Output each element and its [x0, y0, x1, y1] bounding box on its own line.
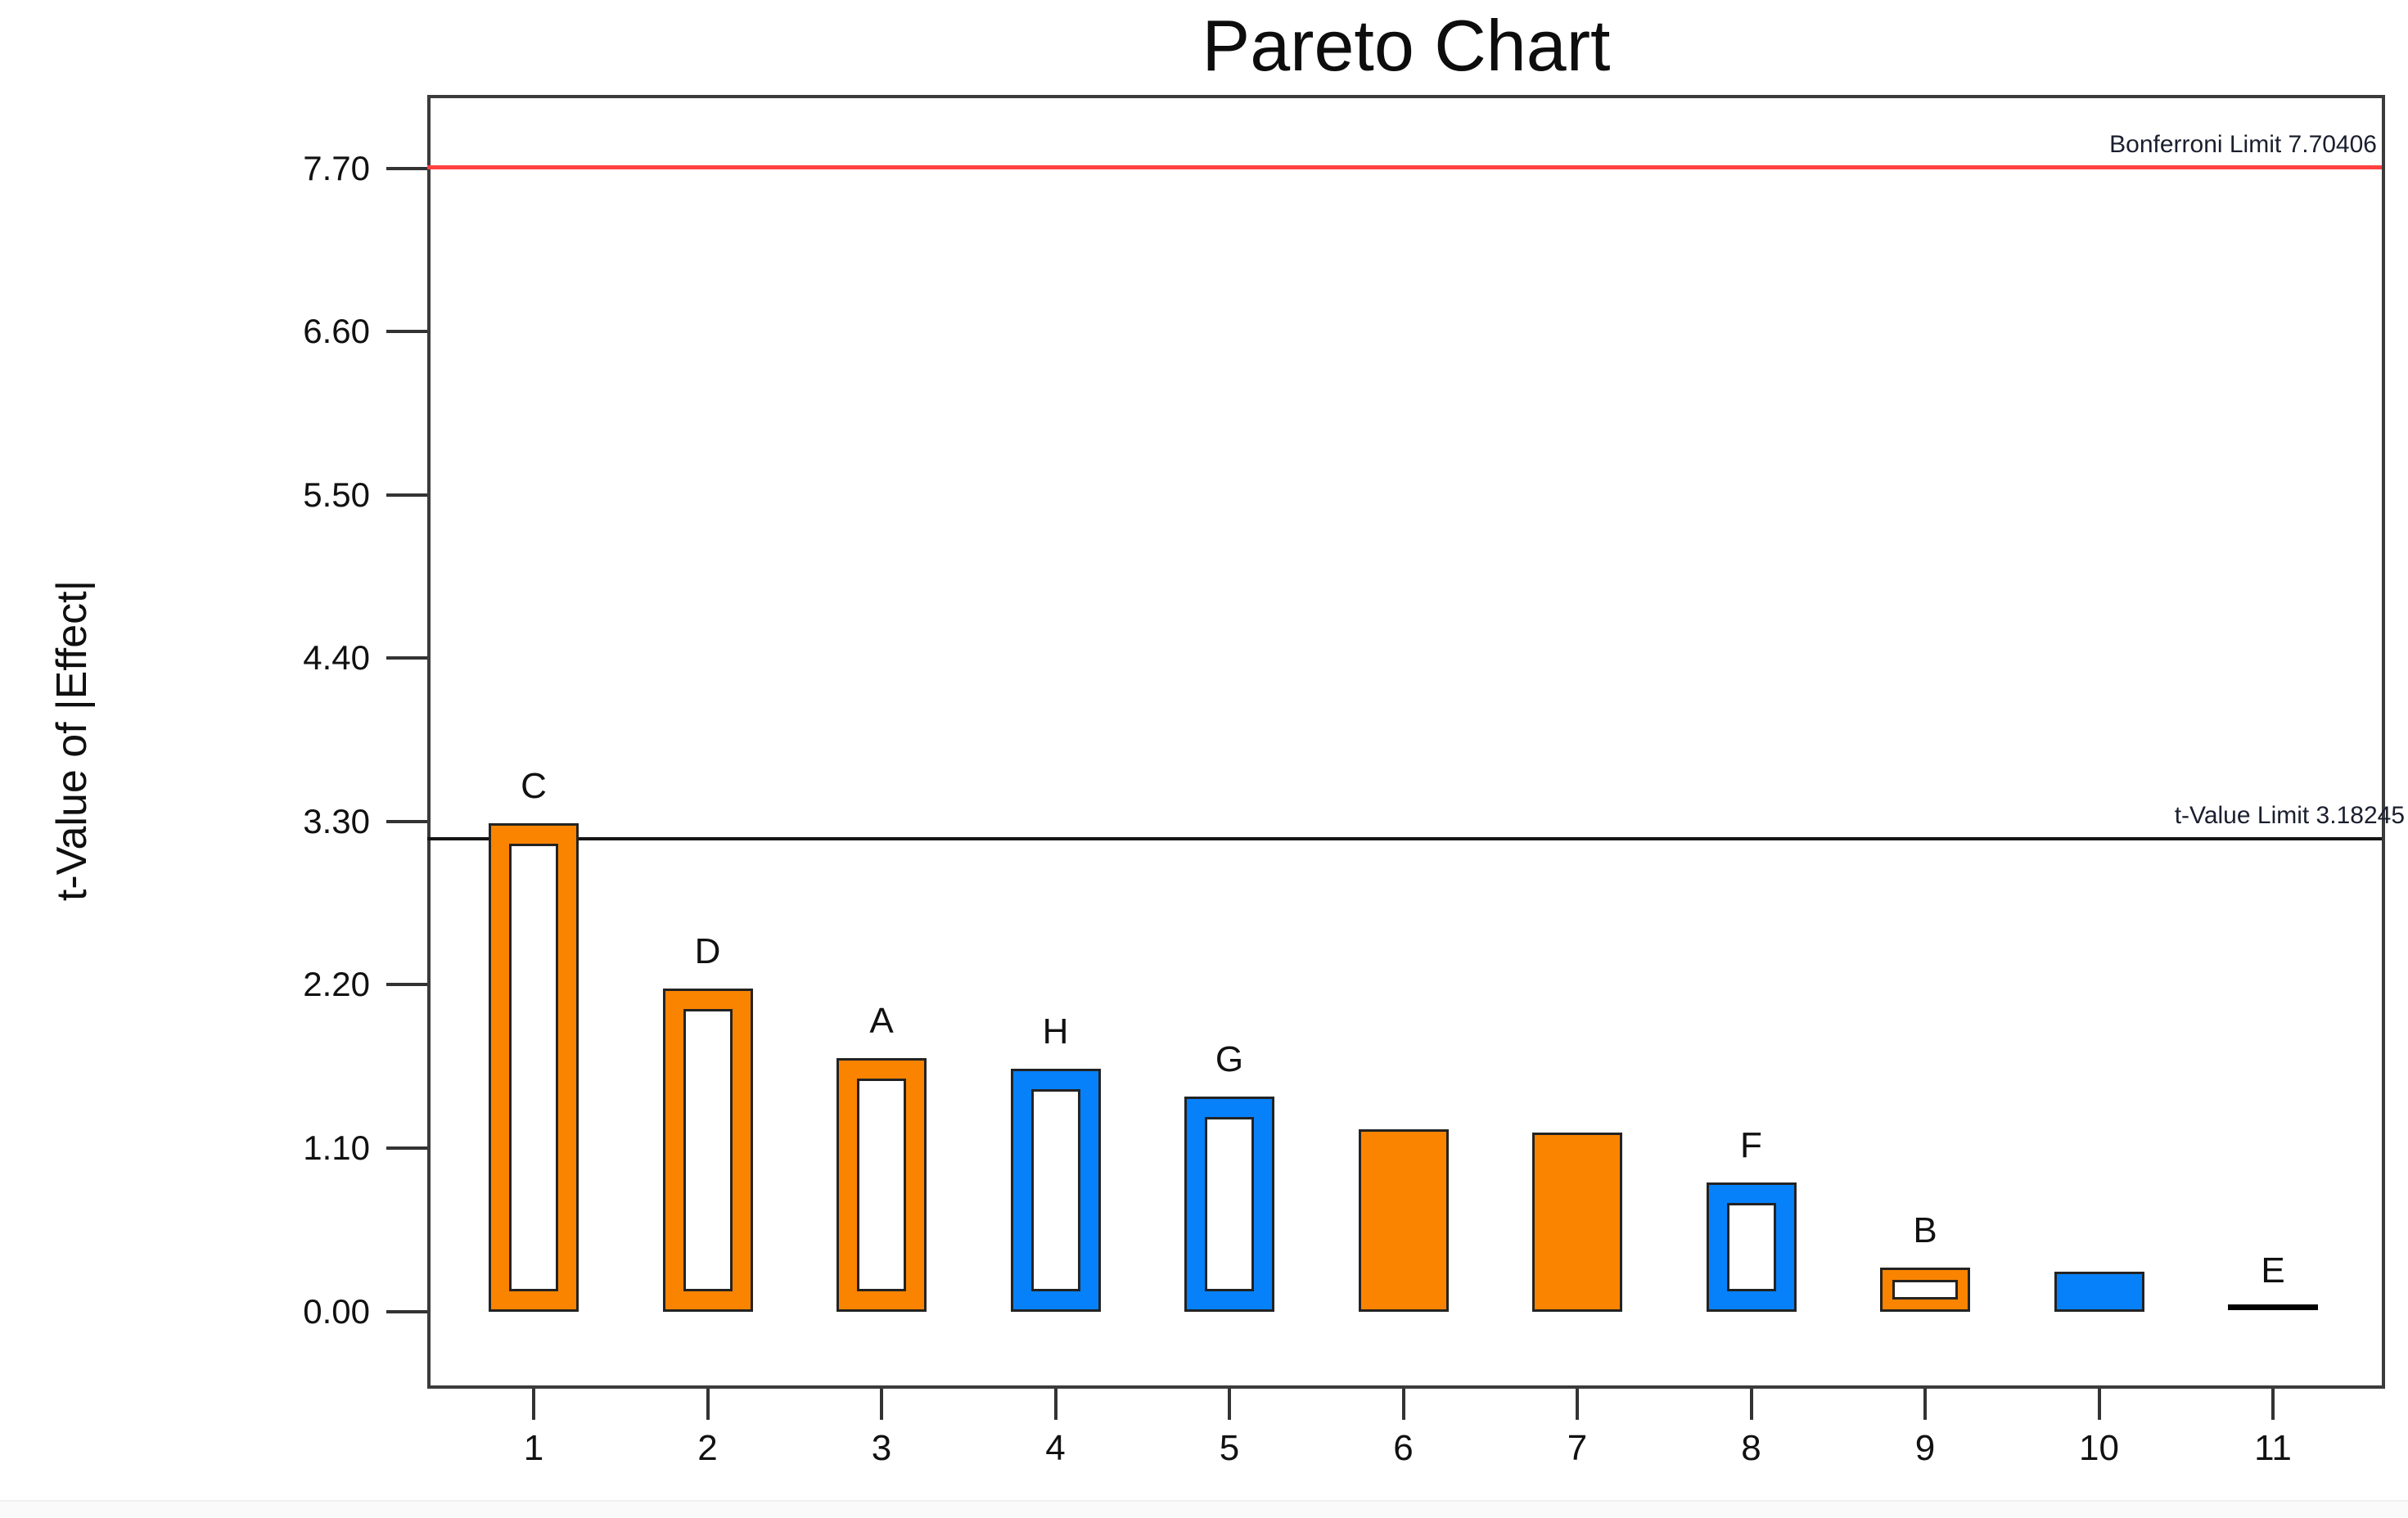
x-tick [706, 1385, 710, 1420]
bar-label: F [1740, 1124, 1762, 1165]
x-tick-label: 9 [1914, 1428, 1936, 1468]
x-tick-label: 6 [1393, 1428, 1414, 1468]
y-tick-label: 3.30 [303, 801, 370, 840]
bar-hollow-center [1030, 1088, 1080, 1291]
bottom-edge-strip [0, 1500, 2408, 1518]
x-tick-label: 2 [697, 1428, 718, 1468]
pareto-bar-C[interactable] [489, 822, 579, 1312]
y-tick-label: 2.20 [303, 965, 370, 1004]
bar-hollow-center [509, 843, 558, 1291]
bar-label: H [1042, 1011, 1069, 1052]
bar-label: B [1913, 1209, 1937, 1250]
x-tick-label: 8 [1741, 1428, 1761, 1468]
bar-hollow-center [1726, 1202, 1776, 1291]
pareto-bar-A[interactable] [836, 1057, 927, 1312]
x-tick [1053, 1385, 1057, 1420]
y-tick-label: 4.40 [303, 638, 370, 678]
t-value-limit-line [427, 837, 2382, 841]
bar-label: E [2261, 1250, 2285, 1291]
y-tick [386, 330, 427, 334]
bar-hollow-center [857, 1078, 906, 1291]
x-tick [1576, 1385, 1579, 1420]
x-tick [1923, 1385, 1927, 1420]
y-tick-label: 5.50 [303, 475, 370, 514]
pareto-bar-D[interactable] [662, 988, 753, 1312]
y-tick-label: 6.60 [303, 312, 370, 351]
y-tick [386, 983, 427, 987]
x-tick-label: 5 [1219, 1428, 1240, 1468]
bonferroni-limit-line [427, 164, 2382, 169]
pareto-bar-rank-6[interactable] [1358, 1128, 1449, 1312]
pareto-bar-rank-7[interactable] [1532, 1132, 1622, 1312]
x-tick [532, 1385, 535, 1420]
x-tick-label: 3 [871, 1428, 892, 1468]
pareto-bar-B[interactable] [1880, 1267, 1970, 1312]
pareto-bar-F[interactable] [1706, 1182, 1797, 1312]
y-tick-label: 1.10 [303, 1128, 370, 1167]
pareto-bar-E[interactable] [2228, 1304, 2318, 1310]
bar-label: C [521, 765, 547, 806]
y-tick [386, 656, 427, 660]
y-tick [386, 1146, 427, 1150]
y-tick-label: 7.70 [303, 148, 370, 187]
x-tick [1401, 1385, 1405, 1420]
plot-area [427, 95, 2385, 1389]
y-tick-label: 0.00 [303, 1291, 370, 1331]
bar-hollow-center [1892, 1279, 1958, 1300]
x-tick [880, 1385, 883, 1420]
bar-label: D [694, 930, 721, 971]
y-axis-title: t-Value of |Effect| [48, 579, 96, 902]
x-tick [2097, 1385, 2101, 1420]
y-tick [386, 1309, 427, 1313]
x-tick [1749, 1385, 1753, 1420]
y-tick [386, 166, 427, 170]
bar-hollow-center [683, 1008, 733, 1291]
pareto-bar-H[interactable] [1010, 1068, 1101, 1312]
x-tick-label: 4 [1045, 1428, 1066, 1468]
x-tick-label: 11 [2254, 1428, 2292, 1468]
x-tick-label: 10 [2079, 1428, 2119, 1468]
x-tick [2271, 1385, 2275, 1420]
x-tick [1228, 1385, 1231, 1420]
y-tick [386, 819, 427, 823]
x-tick-label: 1 [523, 1428, 544, 1468]
bar-hollow-center [1205, 1116, 1254, 1291]
chart-title: Pareto Chart [1202, 5, 1611, 86]
t-value-limit-label: t-Value Limit 3.18245 [2174, 802, 2405, 829]
x-tick-label: 7 [1567, 1428, 1588, 1468]
pareto-bar-rank-10[interactable] [2054, 1271, 2144, 1312]
y-tick [386, 493, 427, 497]
bonferroni-limit-label: Bonferroni Limit 7.70406 [2109, 131, 2377, 158]
pareto-bar-G[interactable] [1184, 1096, 1274, 1312]
bar-label: G [1215, 1038, 1244, 1079]
bar-label: A [869, 1000, 894, 1041]
